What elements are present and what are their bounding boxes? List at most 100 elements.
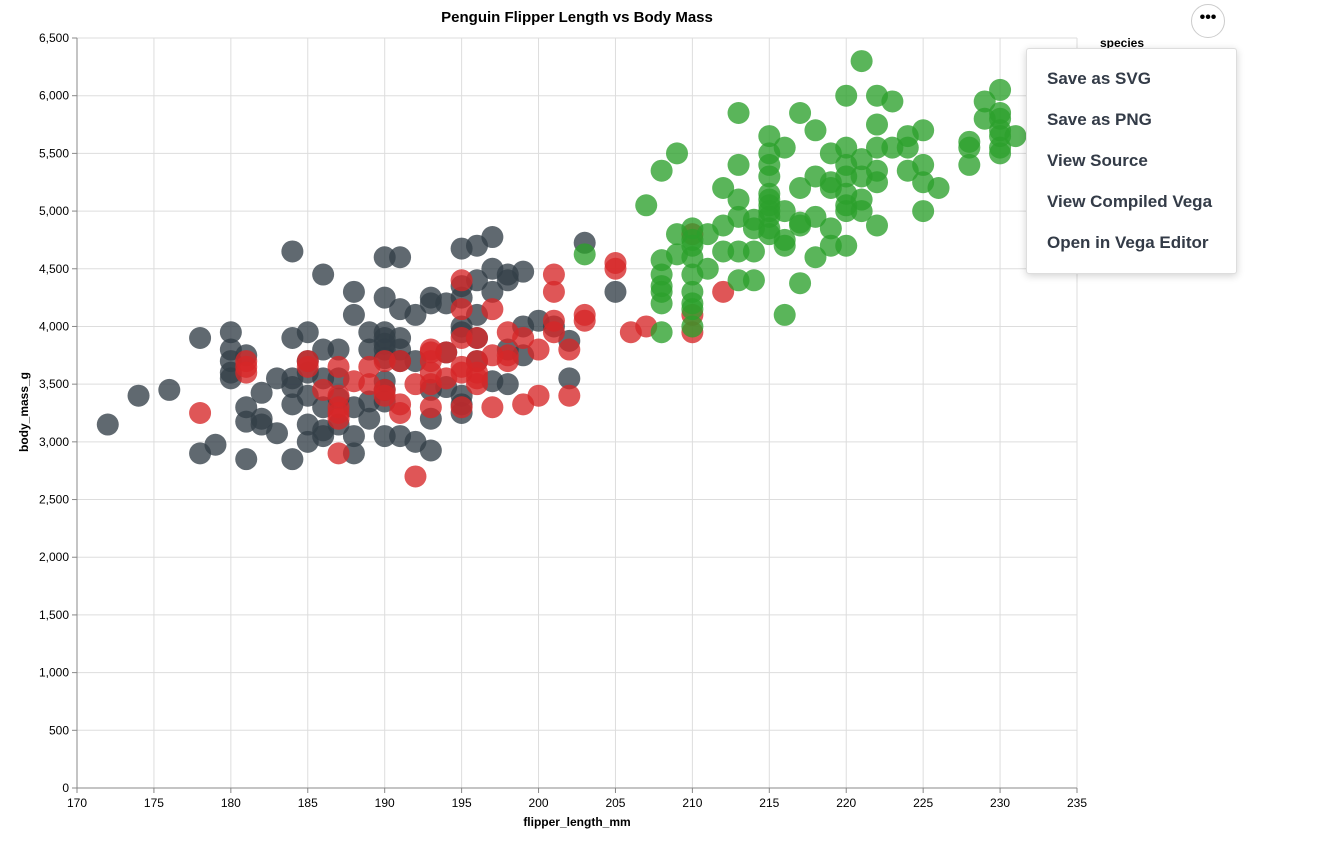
data-point — [696, 257, 719, 280]
data-point — [558, 367, 581, 390]
data-point — [542, 321, 565, 344]
data-point — [958, 136, 981, 159]
data-point — [250, 381, 273, 404]
view-source-item[interactable]: View Source — [1047, 151, 1148, 170]
data-point — [512, 327, 535, 349]
data-point — [866, 136, 888, 159]
data-point — [681, 246, 704, 269]
open-in-vega-editor-item[interactable]: Open in Vega Editor — [1047, 233, 1209, 252]
data-point — [835, 234, 858, 257]
data-point — [773, 200, 796, 223]
data-point — [266, 422, 288, 445]
data-point — [281, 240, 304, 263]
data-point — [435, 341, 458, 364]
data-point — [342, 280, 365, 303]
data-point — [835, 200, 858, 223]
data-point — [281, 448, 304, 471]
data-point — [989, 78, 1012, 101]
data-point — [404, 465, 427, 488]
data-point — [327, 355, 350, 378]
data-points — [96, 50, 1027, 488]
data-point — [342, 425, 365, 448]
data-point — [681, 315, 704, 338]
data-point — [804, 246, 827, 269]
data-point — [389, 350, 412, 373]
data-point — [450, 269, 473, 292]
data-point — [866, 171, 888, 194]
data-point — [373, 286, 396, 309]
data-point — [158, 378, 181, 401]
data-point — [312, 425, 335, 448]
x-tick-label: 190 — [375, 796, 395, 810]
save-as-svg-item[interactable]: Save as SVG — [1047, 69, 1151, 88]
data-point — [327, 338, 350, 361]
data-point — [819, 217, 842, 240]
x-tick-label: 230 — [990, 796, 1010, 810]
data-point — [835, 165, 858, 188]
data-point — [389, 402, 412, 424]
data-point — [681, 298, 704, 321]
data-point — [789, 272, 812, 295]
data-point — [742, 269, 765, 292]
data-point — [712, 177, 735, 199]
data-point — [373, 425, 396, 448]
x-tick-label: 235 — [1067, 796, 1087, 810]
data-point — [912, 153, 935, 176]
x-tick-label: 220 — [836, 796, 856, 810]
data-point — [527, 338, 550, 361]
y-tick-label: 3,000 — [39, 435, 69, 449]
data-point — [496, 373, 519, 396]
x-tick-label: 210 — [682, 796, 702, 810]
data-point — [973, 90, 996, 113]
data-point — [881, 136, 904, 159]
data-point — [542, 263, 565, 286]
data-point — [835, 136, 858, 159]
data-point — [773, 234, 796, 257]
axes: 170 175 180 185 190 195 200 205 210 215 220 225 230 2… — [39, 31, 1087, 810]
data-point — [912, 200, 935, 223]
data-point — [189, 327, 212, 349]
data-point — [866, 214, 888, 237]
data-point — [481, 396, 504, 419]
data-point — [604, 257, 627, 280]
data-point — [327, 442, 350, 465]
x-tick-label: 200 — [529, 796, 549, 810]
data-point — [312, 338, 335, 361]
data-point — [512, 260, 535, 283]
data-point — [204, 433, 227, 456]
data-point — [542, 280, 565, 303]
chart-title: Penguin Flipper Length vs Body Mass — [441, 9, 713, 26]
data-point — [527, 384, 550, 407]
x-tick-label: 225 — [913, 796, 933, 810]
x-tick-label: 195 — [452, 796, 472, 810]
data-point — [296, 355, 319, 378]
data-point — [727, 102, 750, 124]
data-point — [466, 373, 488, 396]
data-point — [650, 292, 673, 315]
data-point — [358, 407, 381, 430]
data-point — [481, 226, 504, 249]
data-point — [727, 269, 750, 292]
data-point — [373, 350, 396, 373]
data-point — [312, 263, 335, 286]
y-axis-title: body_mass_g — [17, 372, 31, 452]
data-point — [850, 200, 873, 223]
data-point — [727, 188, 750, 211]
data-point — [235, 361, 258, 384]
view-compiled-vega-item[interactable]: View Compiled Vega — [1047, 192, 1213, 211]
grid — [76, 37, 1078, 789]
data-point — [466, 269, 488, 292]
data-point — [789, 177, 812, 199]
data-point — [419, 396, 442, 419]
data-point — [327, 407, 350, 430]
save-as-png-item[interactable]: Save as PNG — [1047, 110, 1152, 129]
data-point — [758, 165, 781, 188]
data-point — [189, 402, 212, 424]
legend-title: species — [1100, 36, 1145, 50]
data-point — [450, 327, 473, 349]
data-point — [742, 240, 765, 263]
data-point — [819, 234, 842, 257]
data-point — [219, 321, 242, 344]
data-point — [481, 280, 504, 303]
actions-menu-button[interactable]: ••• — [1191, 4, 1225, 38]
